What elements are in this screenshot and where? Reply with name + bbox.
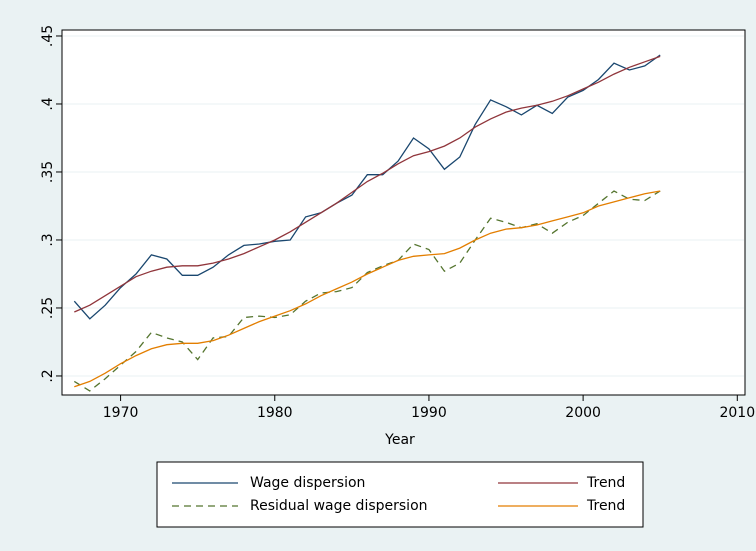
series-line bbox=[73, 190, 661, 392]
legend bbox=[156, 461, 644, 528]
x-tick-label: 1990 bbox=[411, 405, 447, 421]
series-line bbox=[74, 55, 661, 313]
legend-label: Trend bbox=[586, 475, 625, 491]
x-tick-label: 2010 bbox=[719, 405, 755, 421]
x-tick-label: 1980 bbox=[257, 405, 293, 421]
legend-label: Residual wage dispersion bbox=[250, 498, 428, 514]
x-tick-label: 2000 bbox=[565, 405, 601, 421]
series-line bbox=[74, 190, 661, 388]
x-axis-label: Year bbox=[384, 432, 415, 448]
legend-label: Trend bbox=[586, 498, 625, 514]
x-tick-label: 1970 bbox=[103, 405, 139, 421]
legend-label: Wage dispersion bbox=[250, 475, 365, 491]
y-tick-label: .35 bbox=[40, 161, 56, 183]
y-tick-label: .45 bbox=[40, 25, 56, 47]
y-tick-label: .2 bbox=[40, 369, 56, 382]
y-tick-label: .3 bbox=[40, 233, 56, 246]
series-line bbox=[73, 54, 661, 320]
plot-area bbox=[61, 29, 746, 396]
y-tick-label: .4 bbox=[40, 97, 56, 110]
y-tick-label: .25 bbox=[40, 297, 56, 319]
